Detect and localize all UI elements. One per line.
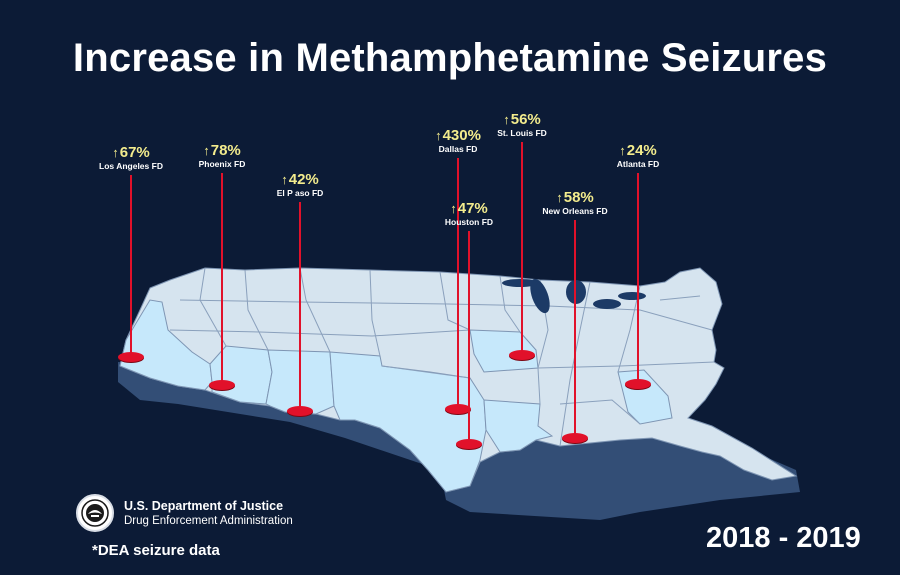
data-source-note: *DEA seizure data [92,542,220,559]
city-label: Dallas FD [438,144,478,154]
percent-change: 430% [442,127,481,144]
pin-dot-st-louis [509,350,535,360]
marker-label-el-paso: ↑42% El P aso FD [276,171,324,199]
pin-line-los-angeles [130,175,132,357]
pin-line-new-orleans [574,220,576,438]
percent-change: 56% [510,111,541,128]
percent-change: 78% [210,142,241,159]
pin-line-phoenix [221,173,223,385]
pin-dot-new-orleans [562,433,588,443]
up-arrow-icon: ↑ [281,172,288,187]
up-arrow-icon: ↑ [503,112,510,127]
year-range: 2018 - 2019 [706,522,861,554]
agency-block: U.S. Department of Justice Drug Enforcem… [124,499,293,529]
pin-dot-el-paso [287,406,313,416]
pin-line-st-louis [521,142,523,355]
marker-label-atlanta: ↑24% Atlanta FD [616,142,660,170]
city-label: St. Louis FD [497,128,547,138]
pin-line-atlanta [637,173,639,384]
percent-change: 47% [457,200,488,217]
pin-line-el-paso [299,202,301,411]
city-label: Atlanta FD [616,159,660,169]
city-label: Houston FD [444,217,494,227]
pin-dot-los-angeles [118,352,144,362]
pin-line-dallas [457,158,459,409]
percent-change: 58% [563,189,594,206]
marker-label-dallas: ↑430% Dallas FD [435,127,481,155]
marker-label-new-orleans: ↑58% New Orleans FD [542,189,608,217]
page-title: Increase in Methamphetamine Seizures [72,36,828,80]
up-arrow-icon: ↑ [619,143,626,158]
up-arrow-icon: ↑ [450,201,457,216]
pin-line-houston [468,231,470,444]
percent-change: 67% [119,144,150,161]
up-arrow-icon: ↑ [203,143,210,158]
city-label: Los Angeles FD [99,161,163,171]
state-louisiana [483,399,554,453]
marker-label-houston: ↑47% Houston FD [444,200,494,228]
marker-label-los-angeles: ↑67% Los Angeles FD [99,144,163,172]
up-arrow-icon: ↑ [435,128,442,143]
marker-label-phoenix: ↑78% Phoenix FD [198,142,246,170]
doj-seal-icon [76,494,114,532]
percent-change: 24% [626,142,657,159]
marker-label-st-louis: ↑56% St. Louis FD [497,111,547,139]
pin-dot-dallas [445,404,471,414]
agency-line-1: U.S. Department of Justice [124,499,284,513]
up-arrow-icon: ↑ [112,145,119,160]
great-lakes [502,278,646,314]
pin-dot-houston [456,439,482,449]
city-label: New Orleans FD [542,206,608,216]
percent-change: 42% [288,171,319,188]
agency-line-2: Drug Enforcement Administration [124,515,293,527]
city-label: El P aso FD [276,188,324,198]
state-california [119,299,213,391]
pin-dot-atlanta [625,379,651,389]
up-arrow-icon: ↑ [556,190,563,205]
city-label: Phoenix FD [198,159,246,169]
pin-dot-phoenix [209,380,235,390]
